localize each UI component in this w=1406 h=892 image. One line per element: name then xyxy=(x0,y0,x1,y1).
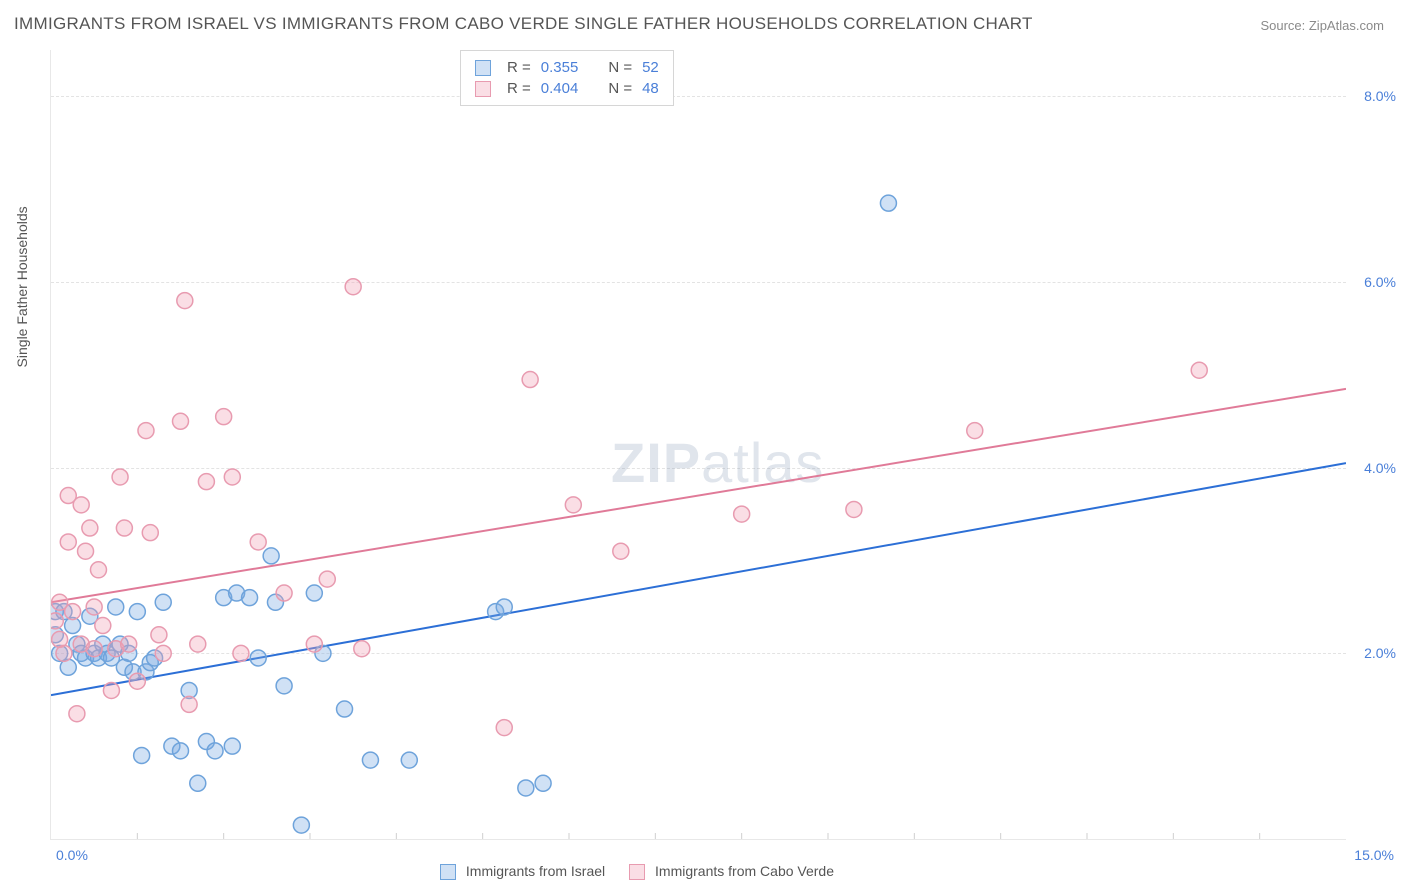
chart-container: IMMIGRANTS FROM ISRAEL VS IMMIGRANTS FRO… xyxy=(0,0,1406,892)
legend-correlation: R = 0.355 N = 52 R = 0.404 N = 48 xyxy=(460,50,674,106)
legend-n-label: N = xyxy=(608,80,632,97)
data-point[interactable] xyxy=(129,604,145,620)
data-point[interactable] xyxy=(65,604,81,620)
data-point[interactable] xyxy=(142,525,158,541)
data-point[interactable] xyxy=(181,696,197,712)
data-point[interactable] xyxy=(138,423,154,439)
legend-series: Immigrants from Israel Immigrants from C… xyxy=(440,863,834,880)
data-point[interactable] xyxy=(69,706,85,722)
data-point[interactable] xyxy=(354,641,370,657)
data-point[interactable] xyxy=(276,585,292,601)
data-point[interactable] xyxy=(60,534,76,550)
data-point[interactable] xyxy=(967,423,983,439)
data-point[interactable] xyxy=(522,372,538,388)
data-point[interactable] xyxy=(250,534,266,550)
data-point[interactable] xyxy=(224,469,240,485)
data-point[interactable] xyxy=(306,636,322,652)
data-point[interactable] xyxy=(190,636,206,652)
data-point[interactable] xyxy=(173,743,189,759)
data-point[interactable] xyxy=(293,817,309,833)
data-point[interactable] xyxy=(86,599,102,615)
data-point[interactable] xyxy=(233,645,249,661)
y-tick-label: 2.0% xyxy=(1351,645,1396,661)
legend-r-label: R = xyxy=(507,59,531,76)
data-point[interactable] xyxy=(177,293,193,309)
data-point[interactable] xyxy=(880,195,896,211)
data-point[interactable] xyxy=(103,682,119,698)
legend-correlation-row: R = 0.355 N = 52 xyxy=(475,57,659,78)
data-point[interactable] xyxy=(134,747,150,763)
data-point[interactable] xyxy=(565,497,581,513)
legend-n-value: 48 xyxy=(642,80,659,97)
data-point[interactable] xyxy=(242,590,258,606)
data-point[interactable] xyxy=(112,469,128,485)
plot-area: ZIPatlas 2.0%4.0%6.0%8.0%0.0%15.0% xyxy=(50,50,1346,840)
legend-swatch-icon xyxy=(475,81,491,97)
y-tick-label: 4.0% xyxy=(1351,460,1396,476)
chart-svg xyxy=(51,50,1346,839)
data-point[interactable] xyxy=(263,548,279,564)
data-point[interactable] xyxy=(82,520,98,536)
data-point[interactable] xyxy=(337,701,353,717)
legend-r-value: 0.355 xyxy=(541,59,579,76)
chart-title: IMMIGRANTS FROM ISRAEL VS IMMIGRANTS FRO… xyxy=(14,14,1033,34)
legend-item: Immigrants from Cabo Verde xyxy=(629,863,834,880)
data-point[interactable] xyxy=(401,752,417,768)
data-point[interactable] xyxy=(496,720,512,736)
data-point[interactable] xyxy=(1191,362,1207,378)
data-point[interactable] xyxy=(86,641,102,657)
legend-r-value: 0.404 xyxy=(541,80,579,97)
x-tick-label: 15.0% xyxy=(1354,847,1394,863)
data-point[interactable] xyxy=(345,279,361,295)
data-point[interactable] xyxy=(496,599,512,615)
data-point[interactable] xyxy=(846,501,862,517)
source-label: Source: ZipAtlas.com xyxy=(1260,18,1384,33)
legend-series-label: Immigrants from Cabo Verde xyxy=(655,863,834,879)
data-point[interactable] xyxy=(224,738,240,754)
data-point[interactable] xyxy=(216,409,232,425)
data-point[interactable] xyxy=(319,571,335,587)
data-point[interactable] xyxy=(51,613,63,629)
data-point[interactable] xyxy=(56,645,72,661)
data-point[interactable] xyxy=(73,497,89,513)
y-axis-label: Single Father Households xyxy=(14,206,30,367)
legend-correlation-row: R = 0.404 N = 48 xyxy=(475,78,659,99)
legend-series-label: Immigrants from Israel xyxy=(466,863,605,879)
legend-item: Immigrants from Israel xyxy=(440,863,605,880)
data-point[interactable] xyxy=(535,775,551,791)
data-point[interactable] xyxy=(190,775,206,791)
data-point[interactable] xyxy=(121,636,137,652)
x-tick-label: 0.0% xyxy=(56,847,88,863)
legend-n-label: N = xyxy=(608,59,632,76)
y-tick-label: 8.0% xyxy=(1351,88,1396,104)
data-point[interactable] xyxy=(207,743,223,759)
data-point[interactable] xyxy=(362,752,378,768)
legend-n-value: 52 xyxy=(642,59,659,76)
data-point[interactable] xyxy=(198,474,214,490)
data-point[interactable] xyxy=(734,506,750,522)
data-point[interactable] xyxy=(518,780,534,796)
data-point[interactable] xyxy=(116,520,132,536)
data-point[interactable] xyxy=(155,645,171,661)
data-point[interactable] xyxy=(613,543,629,559)
data-point[interactable] xyxy=(276,678,292,694)
y-tick-label: 6.0% xyxy=(1351,274,1396,290)
data-point[interactable] xyxy=(95,618,111,634)
legend-r-label: R = xyxy=(507,80,531,97)
data-point[interactable] xyxy=(90,562,106,578)
data-point[interactable] xyxy=(155,594,171,610)
trend-line xyxy=(51,389,1346,602)
data-point[interactable] xyxy=(173,413,189,429)
data-point[interactable] xyxy=(129,673,145,689)
data-point[interactable] xyxy=(108,599,124,615)
data-point[interactable] xyxy=(306,585,322,601)
legend-swatch-icon xyxy=(440,864,456,880)
data-point[interactable] xyxy=(78,543,94,559)
legend-swatch-icon xyxy=(475,60,491,76)
data-point[interactable] xyxy=(151,627,167,643)
legend-swatch-icon xyxy=(629,864,645,880)
data-point[interactable] xyxy=(250,650,266,666)
